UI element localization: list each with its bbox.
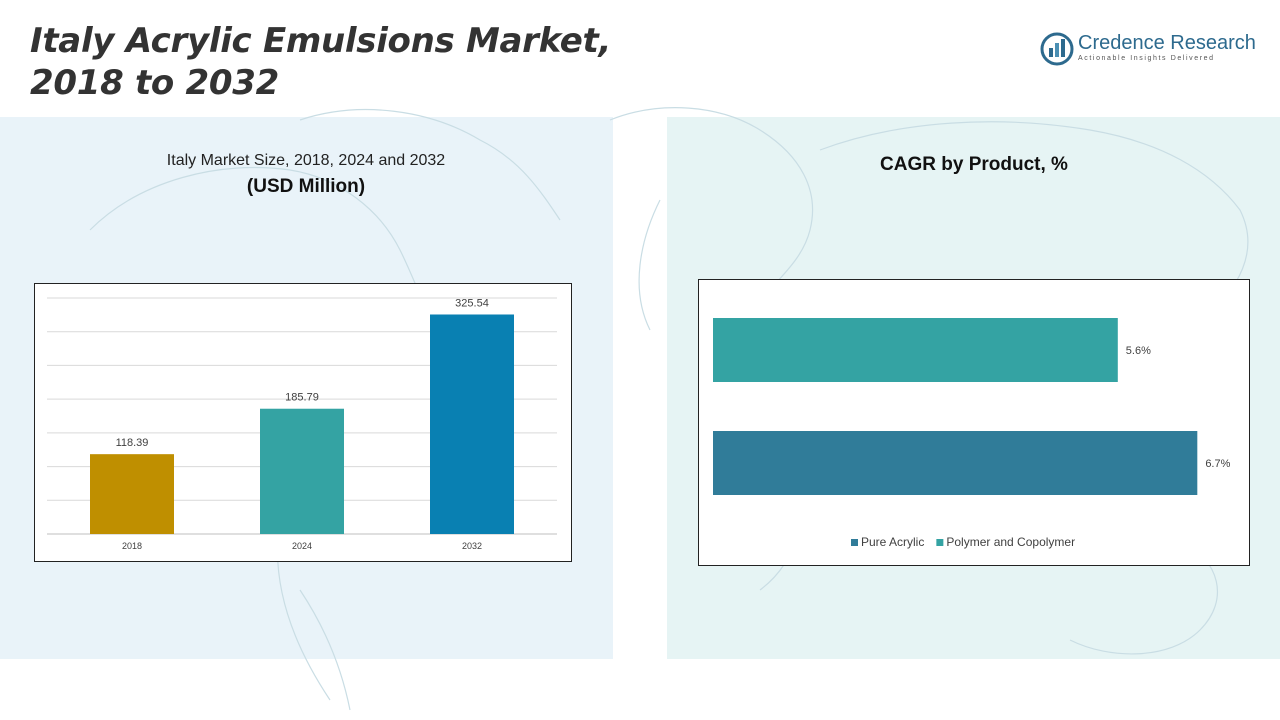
bar-2024 <box>260 408 344 534</box>
logo-mark-icon <box>1040 32 1074 66</box>
bar-2032 <box>430 314 514 534</box>
cagr-chart: 5.6% 6.7% Pure Acrylic Polymer and Copolyme… <box>698 279 1250 566</box>
bar-value-label: 118.39 <box>116 437 149 449</box>
legend-label: Polymer and Copolymer <box>946 535 1075 549</box>
market-size-bar-chart: 118.39 2018 185.79 2024 325.54 2032 <box>47 297 557 551</box>
page-title-line1: Italy Acrylic Emulsions Market, <box>30 21 612 61</box>
bar-value-label: 185.79 <box>285 392 319 404</box>
bar-pure-acrylic <box>713 431 1198 495</box>
bar-value-label: 6.7% <box>1205 458 1230 470</box>
market-size-chart: 118.39 2018 185.79 2024 325.54 2032 <box>34 283 572 562</box>
chart-legend: Pure Acrylic Polymer and Copolymer <box>851 535 1075 549</box>
x-tick-label: 2018 <box>122 541 142 551</box>
legend-label: Pure Acrylic <box>861 535 924 549</box>
page-title: Italy Acrylic Emulsions Market, 2018 to … <box>30 20 611 104</box>
bar-2018 <box>90 454 174 534</box>
x-tick-label: 2032 <box>462 541 482 551</box>
logo-name: Credence Research <box>1078 32 1256 54</box>
bar-value-label: 5.6% <box>1126 345 1151 357</box>
credence-research-logo: Credence Research Actionable Insights De… <box>1040 30 1260 70</box>
bar-value-label: 325.54 <box>455 297 489 309</box>
bar-polymer-and-copolymer <box>713 318 1118 382</box>
market-size-chart-title: Italy Market Size, 2018, 2024 and 2032 <box>166 152 446 169</box>
market-size-chart-subtitle: (USD Million) <box>246 176 366 197</box>
logo-tagline: Actionable Insights Delivered <box>1078 55 1215 62</box>
legend-swatch <box>851 539 858 546</box>
legend-swatch <box>936 539 944 546</box>
page-title-line2: 2018 to 2032 <box>30 63 279 103</box>
cagr-horizontal-bar-chart: 5.6% 6.7% Pure Acrylic Polymer and Copolyme… <box>713 318 1231 549</box>
x-tick-label: 2024 <box>292 541 312 551</box>
cagr-chart-title: CAGR by Product, % <box>880 154 1068 175</box>
